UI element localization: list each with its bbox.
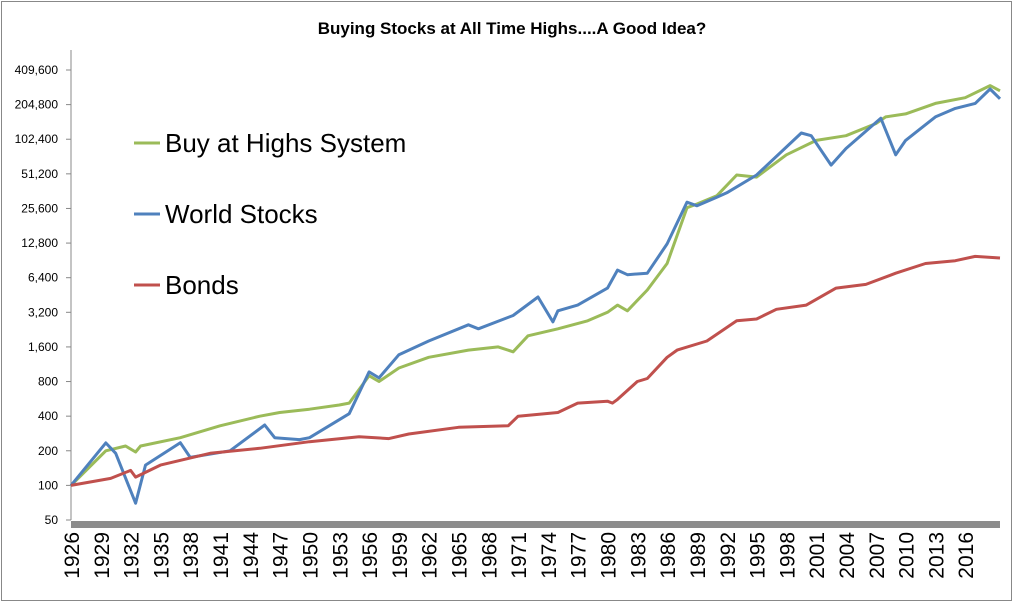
y-tick-label: 102,400 [15, 132, 59, 146]
x-tick-label: 2001 [806, 532, 829, 579]
x-tick-label: 2007 [866, 532, 889, 579]
x-tick-label: 2013 [925, 532, 948, 579]
y-tick-label: 1,600 [28, 340, 58, 354]
x-tick-label: 1974 [538, 532, 561, 579]
y-tick-label: 3,200 [28, 305, 58, 319]
x-tick-label: 2010 [896, 532, 919, 579]
x-tick-label: 1980 [598, 532, 621, 579]
x-tick-label: 1989 [687, 532, 710, 579]
y-tick-label: 204,800 [15, 98, 59, 112]
y-tick-label: 100 [38, 478, 58, 492]
x-tick-label: 1968 [478, 532, 501, 579]
x-tick-label: 1950 [299, 532, 322, 579]
x-tick-label: 1944 [240, 532, 263, 579]
x-tick-label: 1938 [180, 532, 203, 579]
x-tick-label: 2016 [955, 532, 978, 579]
legend-label: Buy at Highs System [165, 128, 406, 158]
x-axis-bar [71, 521, 1000, 528]
x-tick-label: 1926 [61, 532, 84, 579]
x-tick-label: 1947 [270, 532, 293, 579]
y-tick-label: 25,600 [21, 201, 58, 215]
x-tick-label: 1992 [717, 532, 740, 579]
x-tick-label: 1965 [448, 532, 471, 579]
y-tick-label: 200 [38, 444, 58, 458]
x-tick-label: 1941 [210, 532, 233, 579]
y-tick-label: 6,400 [28, 271, 58, 285]
y-tick-label: 50 [45, 513, 59, 527]
x-tick-label: 1986 [657, 532, 680, 579]
x-tick-label: 1956 [359, 532, 382, 579]
x-tick-label: 1962 [419, 532, 442, 579]
y-tick-label: 51,200 [21, 167, 58, 181]
x-tick-label: 1971 [508, 532, 531, 579]
series-line-bonds [70, 254, 1001, 487]
x-tick-label: 1935 [150, 532, 173, 579]
x-tick-label: 2004 [836, 532, 859, 579]
legend-label: Bonds [165, 270, 239, 300]
x-tick-label: 1929 [91, 532, 114, 579]
y-tick-label: 400 [38, 409, 58, 423]
y-tick-label: 409,600 [15, 63, 59, 77]
series-line-buy-at-highs-system [69, 84, 1001, 487]
x-tick-label: 1959 [389, 532, 412, 579]
chart-title: Buying Stocks at All Time Highs....A Goo… [318, 19, 707, 38]
y-tick-label: 12,800 [21, 236, 58, 250]
x-tick-label: 1983 [627, 532, 650, 579]
x-tick-label: 1932 [121, 532, 144, 579]
x-tick-label: 1953 [329, 532, 352, 579]
x-tick-label: 1998 [776, 532, 799, 579]
x-tick-label: 1977 [568, 532, 591, 579]
legend-label: World Stocks [165, 199, 318, 229]
y-tick-label: 800 [38, 375, 58, 389]
series-line-world-stocks [69, 87, 1002, 505]
x-tick-label: 1995 [747, 532, 770, 579]
